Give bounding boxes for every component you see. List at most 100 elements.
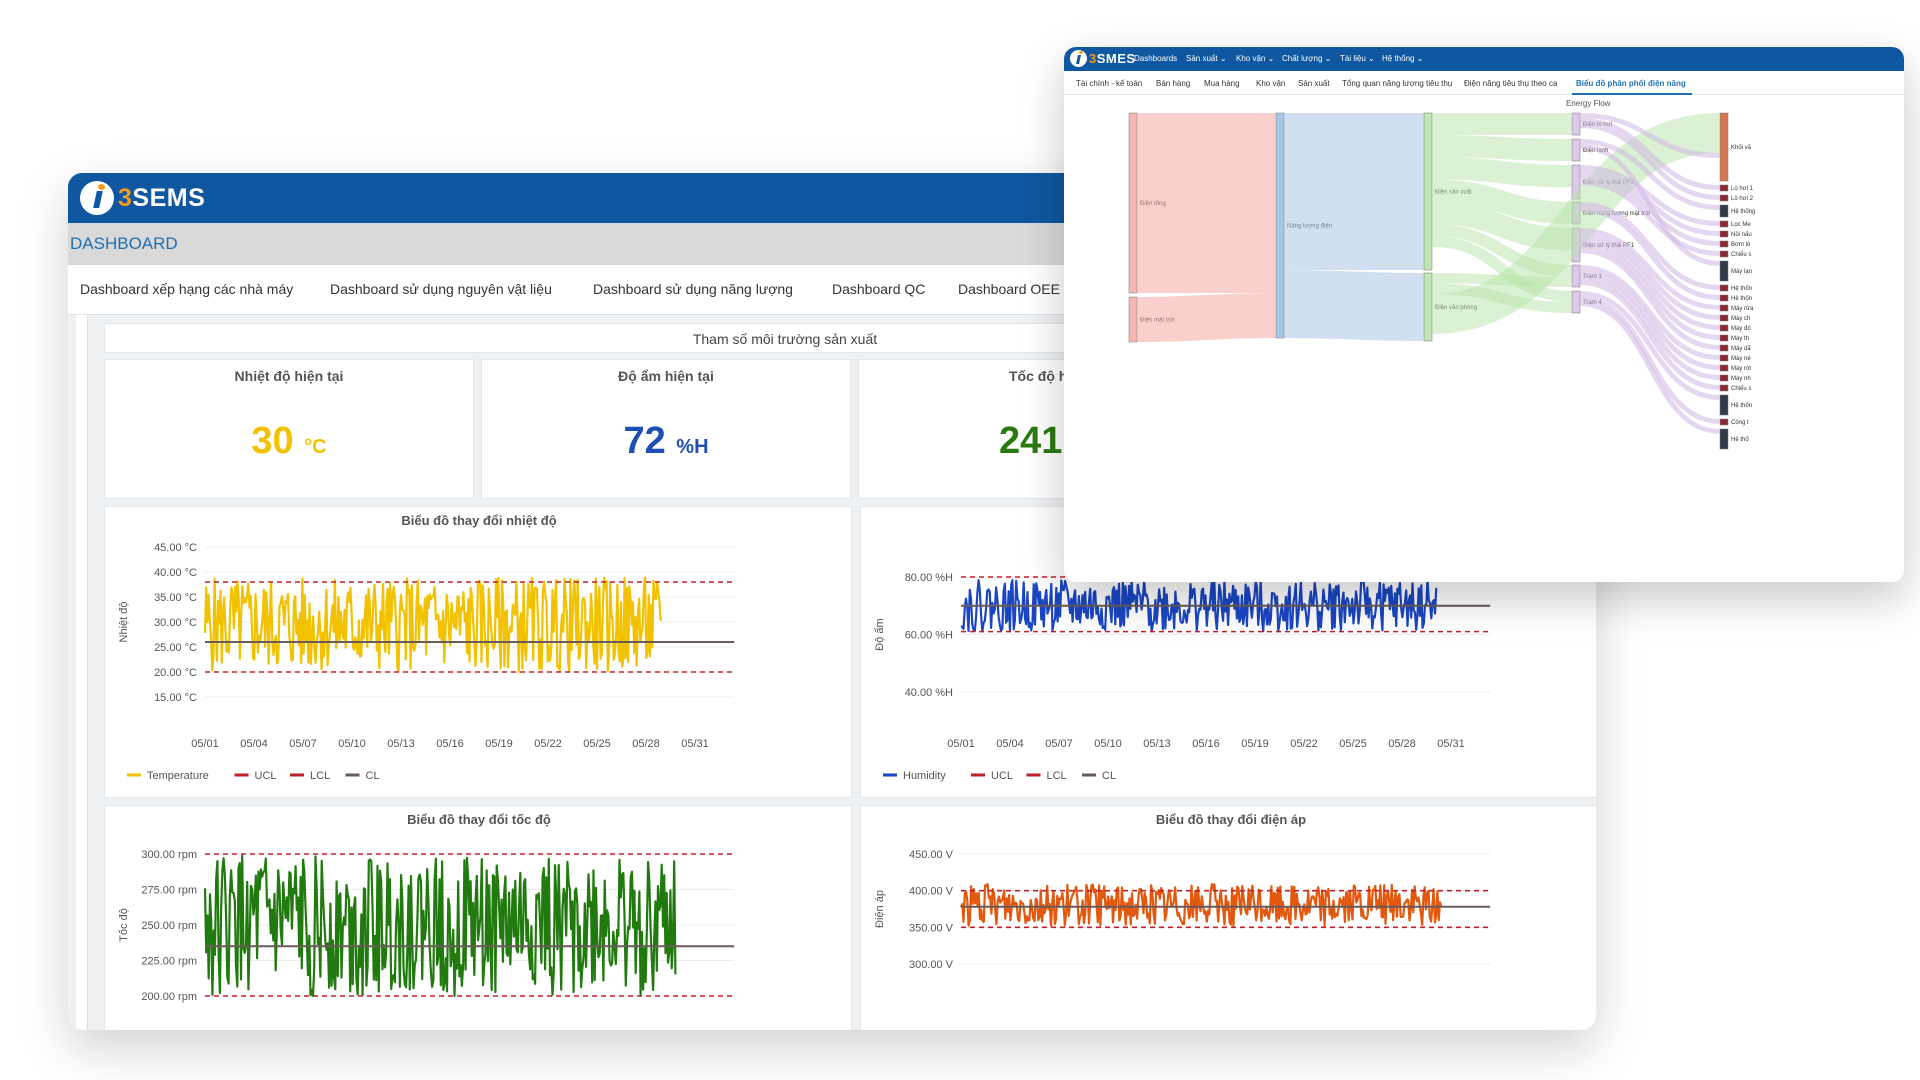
y-tick-label: 40.00 °C	[154, 567, 197, 579]
sankey-node-label: Bơm lò	[1731, 242, 1751, 248]
x-tick-label: 05/04	[240, 738, 268, 750]
sankey-link	[1579, 118, 1721, 190]
y-tick-label: 300.00 V	[909, 959, 954, 971]
sankey-node	[1128, 112, 1138, 294]
legend-label: LCL	[1047, 770, 1067, 782]
brand-logo-icon	[80, 181, 114, 215]
sankey-link	[1431, 179, 1573, 224]
tab-qc[interactable]: Dashboard QC	[832, 281, 926, 297]
x-tick-label: 05/28	[1388, 738, 1416, 750]
series-line-temperature	[203, 576, 662, 673]
x-tick-label: 05/25	[583, 738, 611, 750]
x-tick-label: 05/01	[947, 738, 975, 750]
tab-oee[interactable]: Dashboard OEE	[958, 281, 1060, 297]
sankey-node-label: Hệ thốn	[1731, 286, 1752, 292]
speed-chart[interactable]: Biểu đồ thay đổi tốc độ 300.00 rpm 275.00 …	[105, 806, 853, 1030]
tab-warehouse[interactable]: Kho vận	[1256, 79, 1286, 88]
sankey-node-label: Máy rửa	[1731, 305, 1754, 312]
sankey-link	[1579, 233, 1721, 320]
sankey-link	[1579, 175, 1721, 246]
stat-label: Độ ẩm hiện tại	[618, 368, 714, 384]
sankey-node	[1571, 290, 1581, 314]
y-tick-label: 300.00 rpm	[141, 849, 197, 861]
sankey-node-label: Máy nh	[1731, 376, 1751, 382]
sankey-node	[1719, 220, 1729, 228]
y-tick-label: 35.00 °C	[154, 592, 197, 604]
sankey-node	[1719, 418, 1729, 426]
tab-production[interactable]: Sản xuất	[1298, 79, 1330, 88]
ems-logo[interactable]: 3SEMS	[80, 181, 205, 215]
chart-title: Biểu đồ thay đổi tốc độ	[407, 812, 551, 827]
chart-title: Biểu đồ thay đổi nhiệt độ	[401, 513, 556, 528]
y-tick-label: 15.00 °C	[154, 692, 197, 704]
sankey-node	[1719, 250, 1729, 258]
sankey-link	[1579, 243, 1721, 340]
x-tick-label: 05/25	[1339, 738, 1367, 750]
sankey-link	[1136, 293, 1277, 342]
sankey-node	[1719, 294, 1729, 302]
y-axis-label: Tốc độ	[118, 908, 130, 942]
sankey-node	[1571, 112, 1581, 136]
menu-production[interactable]: Sản xuất ⌄	[1186, 54, 1227, 63]
menu-documents[interactable]: Tài liệu ⌄	[1340, 54, 1375, 63]
tab-energy-distribution[interactable]: Biểu đồ phân phối điện năng	[1576, 79, 1686, 88]
sankey-link	[1431, 235, 1573, 302]
sankey-link	[1579, 238, 1721, 330]
sankey-link	[1579, 123, 1721, 200]
sankey-link	[1579, 228, 1721, 310]
tab-energy-overview[interactable]: Tổng quan năng lượng tiêu thụ	[1342, 79, 1453, 88]
sankey-link	[1579, 113, 1721, 158]
y-tick-label: 45.00 °C	[154, 542, 197, 554]
y-tick-label: 200.00 rpm	[141, 991, 197, 1003]
tab-purchasing[interactable]: Mua hàng	[1204, 79, 1240, 88]
tab-finance[interactable]: Tài chính - kế toán	[1076, 79, 1143, 88]
sankey-node-label: Hệ thốn	[1731, 403, 1752, 409]
sankey-node	[1719, 364, 1729, 372]
sankey-node	[1719, 354, 1729, 362]
x-tick-label: 05/31	[1437, 738, 1465, 750]
sankey-node	[1423, 112, 1433, 271]
y-axis-label: Điện áp	[874, 890, 886, 928]
tab-materials[interactable]: Dashboard sử dụng nguyên vật liệu	[330, 281, 552, 297]
sankey-link	[1579, 139, 1721, 210]
sankey-node-label: Chiếu s	[1731, 386, 1751, 392]
mes-logo[interactable]: 3SMES	[1070, 50, 1136, 67]
menu-quality[interactable]: Chất lượng ⌄	[1282, 54, 1332, 63]
sankey-node-label: Lò hơi 1	[1731, 186, 1754, 192]
voltage-chart[interactable]: Biểu đồ thay đổi điện áp 450.00 V 400.00 V…	[861, 806, 1596, 1030]
sankey-node	[1275, 112, 1285, 339]
y-tick-label: 225.00 rpm	[141, 956, 197, 968]
sankey-node-label: Công t	[1731, 420, 1749, 426]
sankey-node	[1719, 374, 1729, 382]
series-line-speed	[203, 854, 677, 997]
sankey-node-label: Chiếu s	[1731, 252, 1751, 258]
sankey-node-label: Khối vă	[1731, 145, 1752, 151]
sankey-node	[1719, 334, 1729, 342]
menu-system[interactable]: Hệ thống ⌄	[1382, 54, 1424, 63]
legend-label: Temperature	[147, 770, 209, 782]
sankey-link	[1579, 296, 1721, 424]
y-tick-label: 250.00 rpm	[141, 920, 197, 932]
y-tick-label: 25.00 °C	[154, 642, 197, 654]
tab-sales[interactable]: Bán hàng	[1156, 79, 1191, 88]
y-tick-label: 30.00 °C	[154, 617, 197, 629]
tab-energy-by-shift[interactable]: Điện năng tiêu thụ theo ca	[1464, 79, 1558, 88]
sankey-node	[1719, 112, 1729, 182]
temperature-chart[interactable]: Biểu đồ thay đổi nhiệt độ 45.00 °C 40.00 °…	[105, 507, 853, 799]
page-title: DASHBOARD	[70, 234, 178, 253]
menu-warehouse[interactable]: Kho vận ⌄	[1236, 54, 1275, 63]
x-tick-label: 05/04	[996, 738, 1024, 750]
x-tick-label: 05/01	[191, 738, 219, 750]
series-line-voltage	[959, 883, 1443, 927]
menu-dashboards[interactable]: Dashboards	[1134, 54, 1178, 63]
tab-energy[interactable]: Dashboard sử dụng năng lượng	[593, 281, 793, 297]
mes-top-bar: 3SMES Dashboards Sản xuất ⌄ Kho vận ⌄ Ch…	[1064, 47, 1904, 71]
legend-label: Humidity	[903, 770, 946, 782]
x-tick-label: 05/07	[1045, 738, 1073, 750]
mes-logo-text: 3SMES	[1089, 51, 1136, 66]
y-tick-label: 275.00 rpm	[141, 885, 197, 897]
tab-factory-ranking[interactable]: Dashboard xếp hạng các nhà máy	[80, 281, 294, 297]
mes-tabs: Tài chính - kế toán Bán hàng Mua hàng Kh…	[1064, 71, 1904, 95]
